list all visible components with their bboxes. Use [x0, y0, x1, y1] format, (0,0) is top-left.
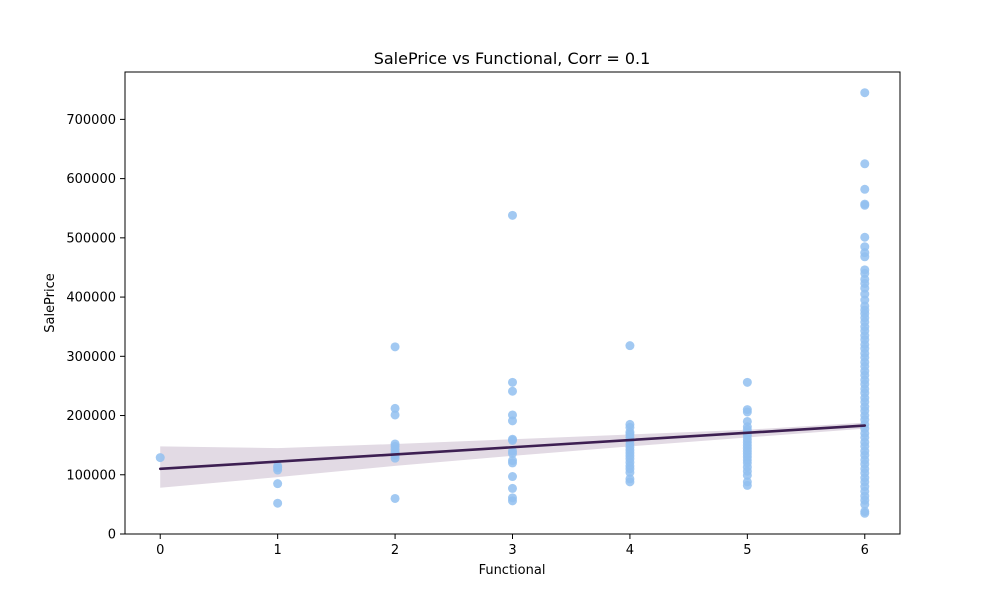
data-points-layer [155, 88, 870, 518]
y-tick-label: 700000 [66, 113, 116, 128]
x-tick-label: 3 [508, 543, 516, 558]
data-point [860, 88, 870, 98]
y-tick-label: 600000 [66, 172, 116, 187]
data-point [508, 472, 517, 482]
data-point [860, 252, 870, 262]
data-point [273, 479, 283, 489]
data-point [742, 407, 752, 417]
y-axis-label: SalePrice [43, 273, 58, 333]
data-point [742, 377, 752, 387]
data-point [508, 448, 517, 458]
x-tick-label: 6 [861, 543, 869, 558]
data-point [860, 232, 870, 242]
data-point [860, 499, 870, 509]
x-axis-ticks: 0 1 2 3 4 5 6 [156, 534, 869, 558]
data-point [390, 410, 400, 420]
data-point [390, 342, 400, 352]
data-point [390, 493, 400, 503]
data-point [508, 386, 517, 396]
y-axis-ticks: 0 100000 200000 300000 400000 500000 600000 700… [66, 113, 125, 543]
y-tick-label: 500000 [66, 231, 116, 246]
data-point [508, 435, 517, 445]
y-tick-label: 0 [108, 528, 116, 543]
data-point [273, 498, 283, 508]
data-point [508, 496, 517, 506]
data-point [508, 377, 517, 387]
data-point [155, 453, 165, 463]
data-point [860, 200, 870, 210]
regression-line-layer [158, 424, 867, 471]
data-point [508, 458, 517, 468]
data-point [273, 465, 283, 475]
data-point [390, 453, 400, 463]
y-tick-label: 400000 [66, 291, 116, 306]
data-point [625, 341, 635, 351]
x-axis-label: Functional [479, 563, 546, 578]
x-tick-label: 4 [626, 543, 634, 558]
data-point [390, 403, 400, 413]
data-point [742, 480, 752, 490]
regression-line [158, 424, 867, 471]
data-point [742, 470, 752, 480]
x-tick-label: 1 [274, 543, 282, 558]
data-point [860, 508, 870, 518]
chart-title: SalePrice vs Functional, Corr = 0.1 [374, 49, 651, 68]
x-tick-label: 0 [156, 543, 164, 558]
data-point [860, 159, 870, 169]
data-point [508, 210, 517, 220]
data-point [625, 467, 635, 477]
data-point [508, 483, 517, 493]
y-tick-label: 200000 [66, 409, 116, 424]
y-tick-label: 300000 [66, 350, 116, 365]
data-point [508, 416, 517, 426]
y-tick-label: 100000 [66, 468, 116, 483]
data-point [860, 184, 870, 194]
x-tick-label: 2 [391, 543, 399, 558]
x-tick-label: 5 [743, 543, 751, 558]
data-point [625, 477, 635, 487]
